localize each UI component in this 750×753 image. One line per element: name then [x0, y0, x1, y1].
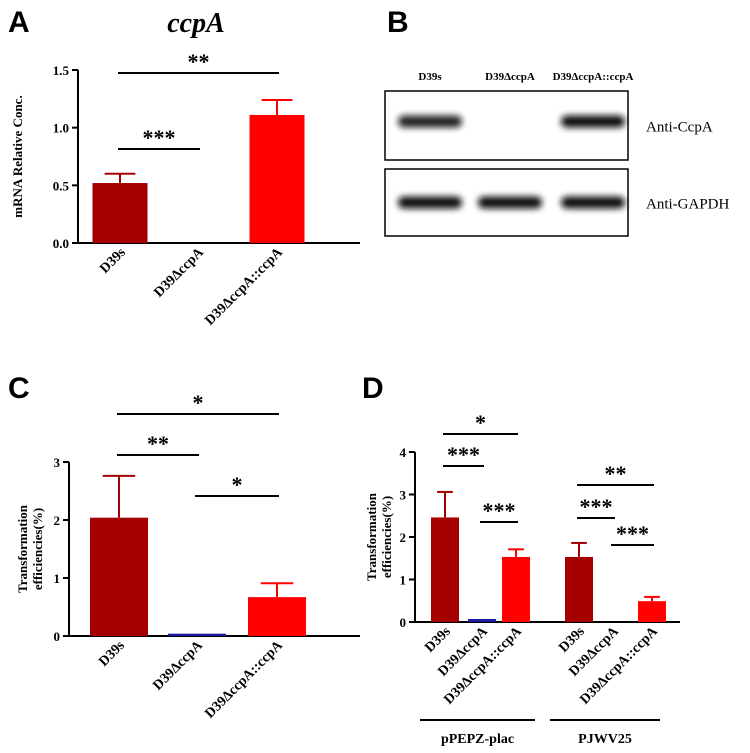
chart-d-significance-label: ** — [605, 461, 627, 486]
chart-a: 0.0 0.5 1.0 1.5 mRNA Relative Conc. ccpA D39s D… — [10, 8, 360, 329]
panel-label-c: C — [8, 372, 30, 405]
chart-c-significance-label: * — [232, 472, 243, 497]
panel-label-a: A — [8, 6, 30, 39]
blot-band — [561, 196, 625, 209]
chart-d-y-axis-label: efficiencies(%) — [379, 496, 394, 578]
chart-c-y-tick-label: 0 — [54, 629, 61, 644]
chart-a-y-tick-label: 1.0 — [53, 121, 69, 136]
panel-label-d: D — [362, 372, 384, 405]
chart-d-y-tick-label: 0 — [400, 615, 407, 630]
chart-d-group-label: pPEPZ-plac — [441, 732, 514, 747]
chart-d-y-tick-label: 3 — [400, 488, 407, 503]
western-blot-b: D39s D39ΔccpA D39ΔccpA::ccpAAnti-CcpAAnti-… — [384, 71, 730, 237]
chart-c-x-tick-label: D39s — [96, 638, 128, 670]
chart-a-y-axis-label: mRNA Relative Conc. — [10, 95, 25, 217]
chart-a-bar — [249, 114, 305, 243]
chart-d-bar — [431, 517, 459, 622]
chart-a-significance-label: ** — [188, 49, 210, 74]
chart-c-y-tick-label: 1 — [54, 571, 61, 586]
blot-antibody-label: Anti-GAPDH — [646, 197, 730, 213]
chart-c: 0 1 2 3 Transformation efficiencies(%) D39s D39… — [15, 390, 360, 722]
blot-column-label: D39ΔccpA::ccpA — [553, 71, 634, 83]
chart-d-significance-label: *** — [483, 498, 516, 523]
blot-band — [478, 196, 542, 209]
panel-label-b: B — [387, 6, 409, 39]
blot-band — [561, 115, 625, 128]
chart-d-significance-label: *** — [447, 442, 480, 467]
chart-c-x-tick-label: D39ΔccpA::ccpA — [202, 638, 286, 722]
chart-d-y-axis-label: Transformation — [364, 492, 379, 581]
blot-band — [398, 196, 462, 209]
chart-a-x-tick-label: D39ΔccpA::ccpA — [202, 245, 286, 329]
chart-a-y-tick-label: 1.5 — [53, 63, 70, 78]
chart-c-y-tick-label: 2 — [54, 513, 61, 528]
chart-d-bar — [468, 619, 496, 622]
chart-a-bar — [92, 183, 148, 243]
chart-a-x-tick-label: D39s — [97, 245, 129, 277]
chart-a-x-tick-label: D39ΔccpA — [152, 245, 208, 301]
chart-d-bar — [565, 556, 593, 622]
chart-c-significance-label: ** — [147, 431, 169, 456]
chart-d-y-tick-label: 2 — [400, 530, 407, 545]
chart-a-title: ccpA — [167, 8, 225, 39]
chart-c-x-tick-label: D39ΔccpA — [151, 638, 207, 694]
blot-band — [398, 115, 462, 128]
chart-c-significance-label: * — [193, 390, 204, 415]
chart-d-x-tick-label: D39s — [422, 624, 454, 656]
chart-a-y-tick-label: 0.0 — [53, 236, 69, 251]
chart-d-significance-label: * — [475, 410, 486, 435]
chart-c-bar — [248, 597, 306, 636]
chart-d-bar — [502, 556, 530, 622]
chart-d-y-tick-label: 4 — [400, 445, 407, 460]
chart-d-bar — [638, 601, 666, 622]
chart-a-significance-label: *** — [143, 125, 176, 150]
chart-d-group-label: PJWV25 — [578, 732, 632, 747]
chart-c-y-axis-label: Transformation — [15, 504, 30, 593]
blot-antibody-label: Anti-CcpA — [646, 120, 713, 136]
chart-d-significance-label: *** — [616, 521, 649, 546]
blot-column-label: D39s — [418, 71, 442, 83]
chart-c-bar — [168, 633, 226, 636]
chart-c-bar — [90, 517, 148, 636]
blot-column-label: D39ΔccpA — [485, 71, 535, 83]
chart-d-y-tick-label: 1 — [400, 573, 407, 588]
chart-a-y-tick-label: 0.5 — [53, 178, 70, 193]
chart-c-y-axis-label: efficiencies(%) — [30, 508, 45, 590]
chart-d-significance-label: *** — [580, 494, 613, 519]
chart-c-y-tick-label: 3 — [54, 455, 61, 470]
